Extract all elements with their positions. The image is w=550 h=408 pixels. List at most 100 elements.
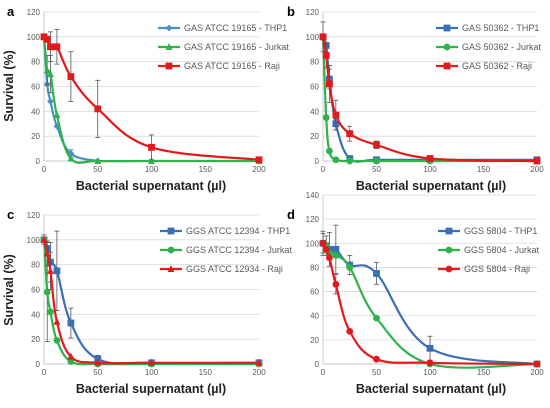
legend-marker — [165, 43, 173, 50]
legend-entry: GGS 5804 - Raji — [438, 264, 530, 274]
data-point — [43, 66, 51, 74]
data-point — [53, 337, 61, 344]
y-tick-label: 60 — [31, 286, 40, 295]
legend-label: GAS ATCC 19165 - Raji — [184, 61, 280, 71]
y-tick-label: 120 — [306, 215, 320, 224]
legend-marker — [165, 62, 173, 70]
y-tick-label: 80 — [31, 58, 40, 67]
x-tick-label: 0 — [42, 165, 47, 174]
legend-entry: GAS ATCC 19165 - THP1 — [158, 23, 287, 33]
x-tick-label: 100 — [145, 368, 159, 377]
y-tick-label: 20 — [310, 132, 319, 141]
data-point — [346, 264, 354, 271]
y-tick-label: 80 — [310, 263, 319, 272]
legend-label: GGS ATCC 12394 - THP1 — [186, 226, 290, 236]
data-point — [53, 317, 61, 325]
data-point — [322, 245, 330, 253]
data-point — [326, 147, 333, 155]
data-point — [148, 157, 155, 164]
data-point — [426, 155, 434, 162]
data-point — [533, 157, 541, 165]
series-3 — [40, 235, 263, 366]
y-tick-label: 60 — [31, 83, 40, 92]
data-point — [148, 358, 155, 366]
series-1 — [319, 33, 541, 164]
series-3 — [319, 21, 541, 165]
x-tick-label: 50 — [372, 165, 381, 174]
x-tick-label: 0 — [321, 165, 326, 174]
data-point — [373, 270, 380, 277]
chart-panel-c: c 0 20 40 60 80 100 120 0 50 100 150 200 Bacterial su… — [2, 207, 292, 396]
legend-entry: GAS ATCC 19165 - Raji — [158, 61, 280, 71]
data-point — [373, 157, 380, 165]
y-tick-label: 60 — [310, 83, 319, 92]
x-tick-label: 100 — [423, 165, 437, 174]
data-point — [346, 130, 354, 138]
legend-entry: GGS ATCC 12394 - THP1 — [160, 226, 290, 236]
x-axis-label: Bacterial supernatant (µl) — [356, 382, 506, 396]
legend-label: GAS 50362 - Jurkat — [462, 42, 542, 52]
series-2 — [40, 32, 263, 164]
y-tick-label: 0 — [36, 360, 41, 369]
data-point — [53, 43, 61, 51]
x-tick-label: 150 — [199, 165, 213, 174]
data-point — [426, 344, 434, 352]
x-tick-label: 200 — [252, 368, 266, 377]
data-point — [53, 267, 61, 275]
y-tick-label: 0 — [315, 157, 320, 166]
data-point — [47, 70, 54, 78]
data-point — [67, 73, 75, 80]
y-tick-label: 0 — [315, 360, 320, 369]
legend-label: GGS ATCC 12394 - Jurkat — [186, 245, 292, 255]
y-tick-label: 40 — [31, 107, 40, 116]
x-tick-label: 50 — [93, 165, 102, 174]
series-line — [42, 239, 259, 365]
data-point — [67, 319, 75, 327]
data-point — [255, 358, 263, 366]
y-tick-label: 20 — [310, 336, 319, 345]
data-point — [47, 98, 54, 105]
legend-entry: GGS 5804 - THP1 — [438, 226, 537, 236]
data-point — [373, 355, 380, 363]
legend-entry: GAS 50362 - THP1 — [436, 23, 539, 33]
y-tick-label: 120 — [306, 8, 320, 17]
data-point — [373, 141, 380, 149]
data-point — [373, 314, 380, 322]
chart-panel-b: b 0 20 40 60 80 100 120 0 50 100 150 200 Bacterial su… — [287, 4, 544, 193]
y-tick-label: 100 — [306, 239, 320, 248]
legend-entry: GGS ATCC 12394 - Jurkat — [160, 245, 292, 255]
y-tick-label: 20 — [31, 132, 40, 141]
data-point — [47, 43, 54, 51]
data-point — [326, 254, 333, 262]
legend-entry: GGS 5804 - Jurkat — [438, 245, 540, 255]
series-line — [321, 36, 537, 163]
y-tick-label: 80 — [310, 58, 319, 67]
series-line — [42, 239, 260, 365]
x-axis-label: Bacterial supernatant (µl) — [76, 382, 226, 396]
x-tick-label: 50 — [93, 368, 102, 377]
x-axis-label: Bacterial supernatant (µl) — [76, 179, 226, 193]
legend-marker — [443, 43, 451, 51]
data-point — [94, 358, 102, 366]
data-point — [43, 288, 51, 296]
x-tick-label: 150 — [477, 165, 491, 174]
legend-label: GAS 50362 - THP1 — [462, 23, 539, 33]
y-tick-label: 60 — [310, 288, 319, 297]
legend-marker — [165, 24, 173, 32]
legend-label: GAS ATCC 19165 - THP1 — [184, 23, 287, 33]
data-point — [426, 359, 434, 367]
data-point — [322, 114, 330, 121]
data-point — [67, 358, 75, 365]
data-point — [53, 111, 61, 119]
x-tick-label: 50 — [372, 368, 381, 377]
x-tick-label: 0 — [42, 368, 47, 377]
data-point — [332, 245, 340, 253]
y-axis-label: Survival (%) — [2, 50, 16, 122]
data-point — [319, 33, 327, 41]
series-2 — [319, 33, 541, 165]
data-point — [40, 235, 48, 243]
data-point — [43, 249, 51, 257]
data-point — [326, 80, 333, 88]
data-point — [332, 156, 340, 164]
